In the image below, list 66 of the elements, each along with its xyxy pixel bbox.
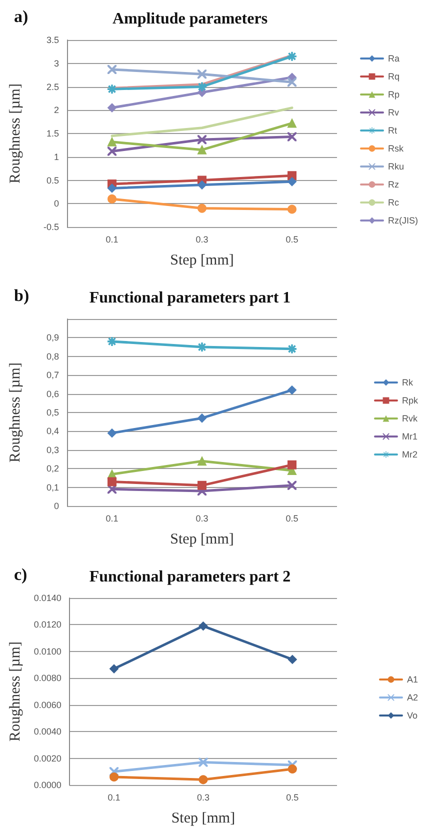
y-tick-label: 3.5	[46, 35, 59, 45]
legend-label: Rp	[388, 90, 400, 100]
y-tick-label: 0,9	[46, 332, 59, 343]
legend-label: Vo	[406, 710, 418, 720]
y-tick-label: 0.0080	[34, 673, 62, 684]
y-tick-label: 0	[54, 501, 59, 511]
x-axis-title: Step [mm]	[170, 532, 234, 548]
legend-label: Rc	[388, 198, 400, 208]
legend-label: A2	[406, 692, 418, 702]
y-tick-label: 1.5	[46, 128, 59, 138]
y-tick-label: 0,8	[46, 351, 59, 362]
legend-label: Rz(JIS)	[388, 216, 418, 226]
y-tick-label: 0.0040	[34, 726, 62, 737]
chart-title: Functional parameters part 2	[89, 568, 291, 586]
legend-label: Rz	[388, 180, 400, 190]
legend-label: Rt	[388, 126, 398, 136]
x-tick-label: 0.5	[286, 514, 298, 524]
y-axis-title: Roughness [µm]	[8, 642, 24, 742]
x-tick-label: 0.1	[106, 514, 118, 524]
legend-label: Rku	[388, 162, 404, 172]
legend-label: Rq	[388, 72, 400, 82]
chart-title: Amplitude parameters	[112, 10, 268, 28]
text: b)	[14, 286, 30, 305]
x-tick-label: 0.5	[286, 792, 299, 802]
x-tick-label: 0.3	[196, 792, 210, 802]
x-tick-label: 0.1	[106, 234, 118, 244]
legend-label: Ra	[388, 54, 400, 64]
y-tick-label: 2	[54, 105, 59, 116]
chart-title: Functional parameters part 1	[89, 290, 291, 306]
y-tick-label: 0.0120	[34, 620, 62, 630]
text: a)	[14, 7, 28, 26]
y-tick-label: 0.0140	[34, 593, 62, 603]
y-tick-label: 0	[54, 198, 59, 209]
y-tick-label: 0.0000	[34, 780, 62, 790]
legend-label: Rv	[388, 108, 400, 118]
legend-label: Mr2	[402, 450, 418, 460]
y-tick-label: 1	[54, 152, 59, 162]
x-tick-label: 0.3	[196, 234, 208, 244]
y-axis-title: Roughness [µm]	[8, 84, 24, 184]
legend-label: Rpk	[402, 396, 418, 406]
x-tick-label: 0.1	[108, 792, 120, 802]
x-tick-label: 0.5	[286, 234, 298, 244]
legend-label: Mr1	[402, 432, 418, 442]
legend-label: Rk	[402, 378, 414, 388]
legend-label: A1	[406, 674, 418, 684]
y-tick-label: 0.0020	[34, 753, 62, 764]
x-axis-title: Step [mm]	[170, 252, 234, 268]
x-axis-title: Step [mm]	[171, 810, 236, 826]
y-tick-label: 0,5	[46, 408, 59, 418]
y-tick-label: 3	[54, 58, 59, 68]
y-tick-label: 0,1	[46, 482, 59, 492]
y-tick-label: -0.5	[43, 222, 59, 232]
y-tick-label: 0.0060	[34, 700, 62, 710]
y-tick-label: 0,6	[46, 388, 59, 399]
y-tick-label: 0.0100	[34, 646, 62, 656]
legend-label: Rvk	[402, 414, 418, 424]
legend-label: Rsk	[388, 144, 404, 154]
y-tick-label: 0.5	[46, 175, 59, 186]
y-tick-label: 0,4	[46, 426, 59, 436]
y-tick-label: 0,7	[46, 370, 59, 380]
y-axis-title: Roughness [µm]	[8, 362, 24, 462]
y-tick-label: 2.5	[46, 82, 59, 92]
y-tick-label: 0,2	[46, 464, 59, 474]
y-tick-label: 0,3	[46, 444, 59, 455]
x-tick-label: 0.3	[196, 514, 208, 524]
text: c)	[14, 565, 28, 584]
